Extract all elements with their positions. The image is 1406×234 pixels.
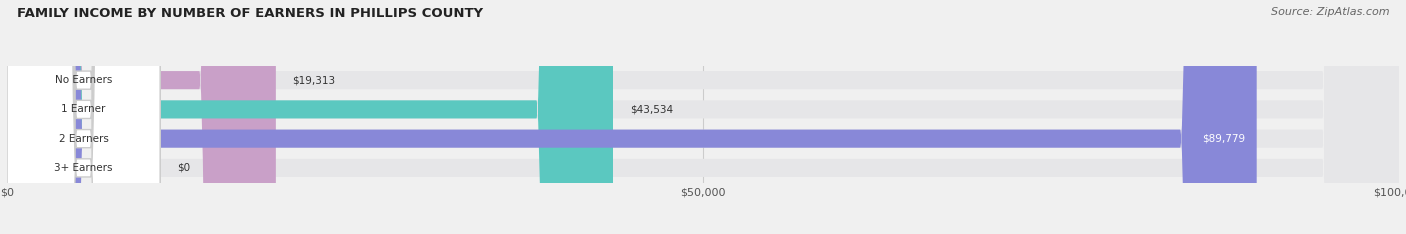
FancyBboxPatch shape (7, 0, 1399, 234)
Text: $43,534: $43,534 (630, 104, 673, 114)
FancyBboxPatch shape (7, 0, 160, 234)
Text: 1 Earner: 1 Earner (62, 104, 105, 114)
FancyBboxPatch shape (7, 0, 160, 234)
Text: 3+ Earners: 3+ Earners (55, 163, 112, 173)
FancyBboxPatch shape (7, 0, 160, 234)
Text: 2 Earners: 2 Earners (59, 134, 108, 144)
Text: $89,779: $89,779 (1202, 134, 1246, 144)
FancyBboxPatch shape (7, 0, 1399, 234)
FancyBboxPatch shape (7, 0, 276, 234)
Text: $19,313: $19,313 (292, 75, 336, 85)
FancyBboxPatch shape (7, 0, 1399, 234)
Text: No Earners: No Earners (55, 75, 112, 85)
Text: FAMILY INCOME BY NUMBER OF EARNERS IN PHILLIPS COUNTY: FAMILY INCOME BY NUMBER OF EARNERS IN PH… (17, 7, 484, 20)
FancyBboxPatch shape (7, 0, 1399, 234)
FancyBboxPatch shape (7, 0, 160, 234)
FancyBboxPatch shape (7, 0, 1257, 234)
Text: Source: ZipAtlas.com: Source: ZipAtlas.com (1271, 7, 1389, 17)
FancyBboxPatch shape (7, 0, 613, 234)
Text: $0: $0 (177, 163, 190, 173)
